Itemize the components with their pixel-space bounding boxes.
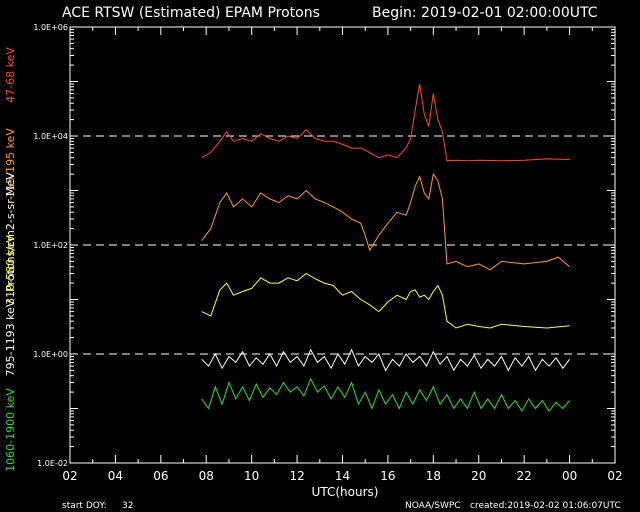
x-tick-label: 22 — [517, 469, 532, 483]
y-tick-label: 1.0E+04 — [33, 132, 68, 141]
x-tick-label: 02 — [607, 469, 622, 483]
y-axis-ticks: 1.0E-02 1.0E+00 1.0E+02 1.0E+04 1.0E+06 — [33, 23, 615, 468]
series-line-3 — [201, 348, 570, 372]
series-label: 1060-1900 keV — [4, 388, 17, 472]
x-tick-label: 00 — [562, 469, 577, 483]
series-label: 47-68 keV — [4, 47, 17, 103]
series-line-0 — [201, 83, 570, 162]
begin-time: Begin: 2019-02-01 02:00:00UTC — [372, 5, 598, 21]
x-tick-label: 20 — [471, 469, 486, 483]
x-tick-label: 06 — [153, 469, 168, 483]
series-line-1 — [201, 172, 570, 271]
x-axis-ticks: 02 04 06 08 10 12 14 16 18 20 22 00 02 — [62, 27, 623, 483]
y-tick-label: 1.0E+00 — [33, 350, 68, 359]
series-label: 795-1193 keV — [4, 299, 17, 376]
series-line-4 — [201, 377, 570, 412]
source-label: NOAA/SWPC — [405, 501, 461, 511]
y-tick-label: 1.0E-02 — [37, 459, 68, 468]
x-tick-label: 18 — [426, 469, 441, 483]
y-axis-unit-label: Protons/cm2-s-sr-MeV — [4, 172, 17, 292]
x-axis-label: UTC(hours) — [312, 485, 379, 499]
x-tick-label: 10 — [244, 469, 259, 483]
created-timestamp: created:2019-02-02 01:06:07UTC — [470, 501, 621, 511]
chart-title: ACE RTSW (Estimated) EPAM Protons — [62, 5, 320, 21]
x-tick-label: 14 — [335, 469, 350, 483]
series-label: 310-580 keV — [4, 235, 17, 305]
start-doy-value: 32 — [122, 501, 133, 511]
x-tick-label: 12 — [289, 469, 304, 483]
y-tick-label: 1.0E+06 — [33, 23, 68, 32]
y-axis-label-group: 47-68 keV 115-195 keVProtons/cm2-s-sr-MeV… — [4, 47, 17, 472]
y-tick-label: 1.0E+02 — [33, 241, 68, 250]
x-tick-label: 16 — [380, 469, 395, 483]
series-line-2 — [201, 272, 570, 329]
x-tick-label: 08 — [199, 469, 214, 483]
start-doy-label: start DOY: — [62, 501, 107, 511]
x-tick-label: 04 — [108, 469, 123, 483]
reference-lines — [70, 135, 615, 355]
series-lines — [201, 83, 570, 412]
x-tick-label: 02 — [62, 469, 77, 483]
series-label: 115-195 keV — [4, 128, 17, 198]
